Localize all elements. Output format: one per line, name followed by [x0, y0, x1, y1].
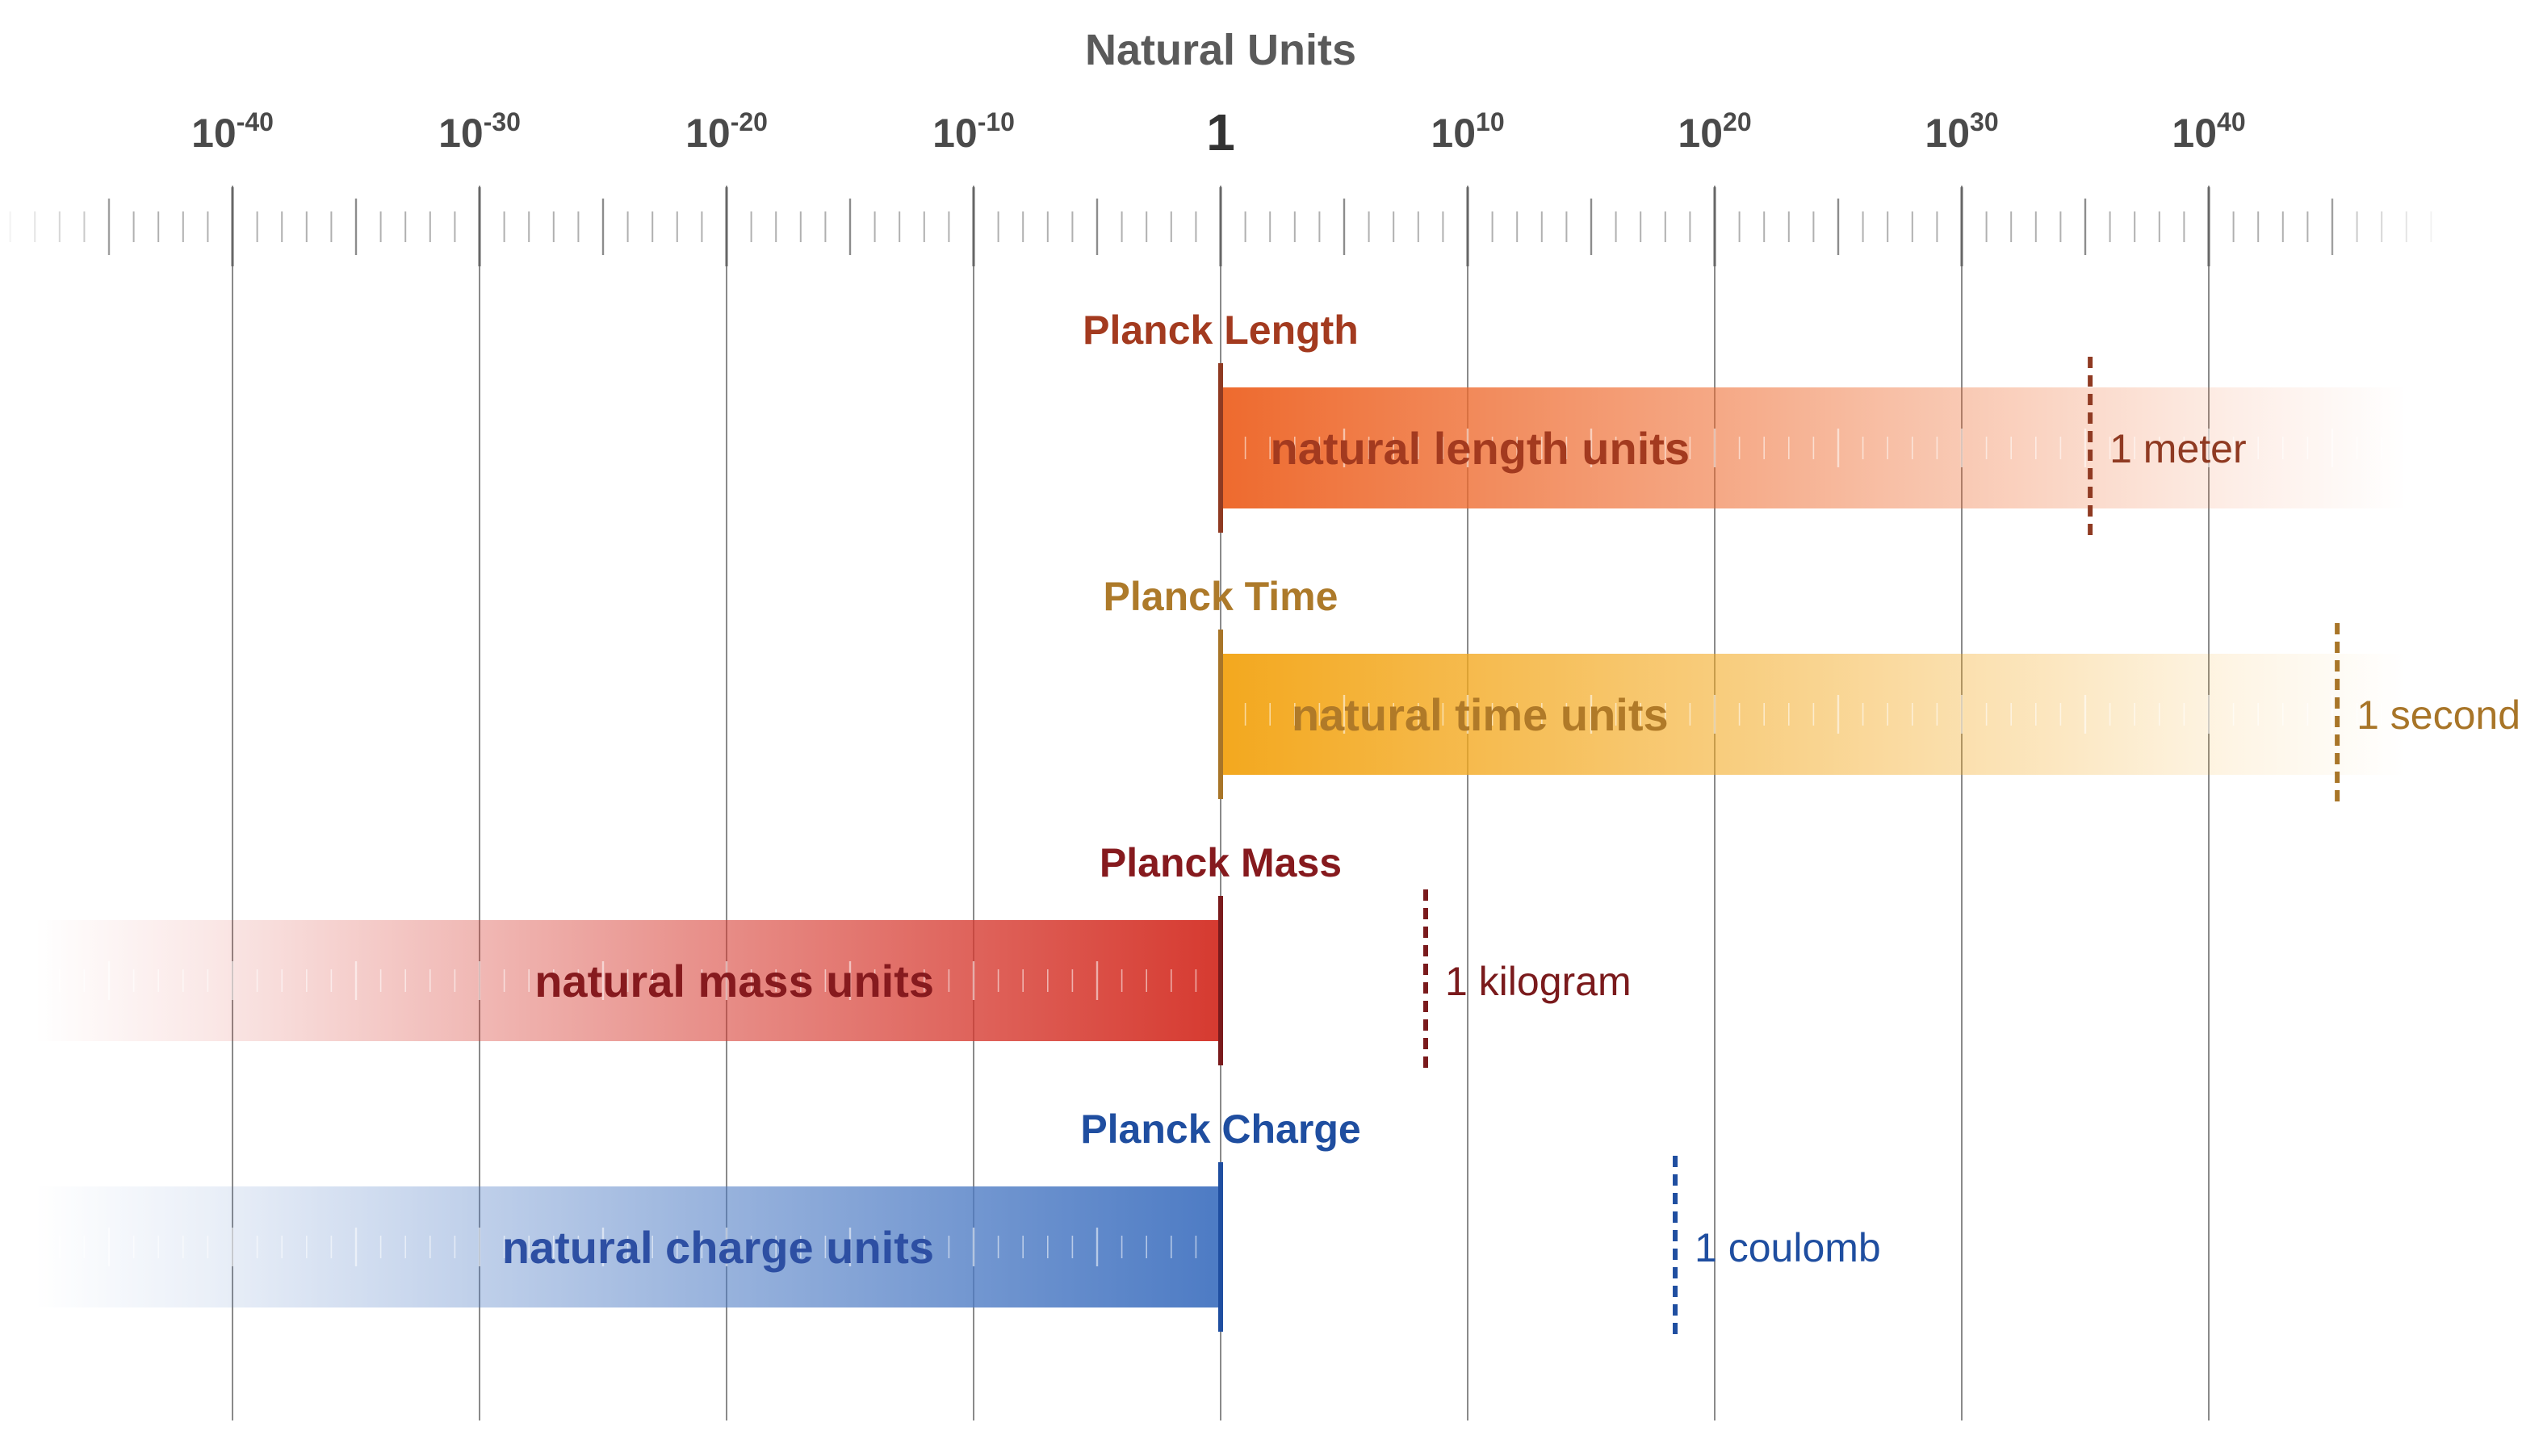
length-si-label: 1 meter — [2109, 426, 2247, 471]
mass-planck-label: Planck Mass — [1100, 840, 1342, 885]
length-planck-label: Planck Length — [1083, 308, 1359, 353]
charge-bar-label: natural charge units — [502, 1222, 934, 1273]
time-planck-label: Planck Time — [1104, 574, 1339, 619]
charge-si-label: 1 coulomb — [1695, 1225, 1881, 1270]
length-bar-label: natural length units — [1271, 423, 1690, 474]
axis-labels: 10-40 10-30 10-20 10-10 1 1010 1020 1030 1040 — [191, 103, 2246, 161]
time-bar-label: natural time units — [1292, 689, 1669, 740]
unit-rows: Planck Length natural length units 1 meter… — [35, 308, 2520, 1338]
axis-tick-label: 1020 — [1678, 107, 1751, 156]
axis-tick-label: 10-40 — [191, 107, 274, 156]
axis-tick-label: 10-10 — [932, 107, 1015, 156]
mass-bar-label: natural mass units — [534, 956, 934, 1006]
row-charge: Planck Charge natural charge units 1 coulo… — [35, 1107, 1881, 1338]
axis-tick-label: 1040 — [2172, 107, 2245, 156]
axis-tick-label: 1030 — [1925, 107, 1998, 156]
top-ruler — [9, 187, 2432, 266]
diagram-title: Natural Units — [1085, 26, 1356, 74]
row-mass: Planck Mass natural mass units 1 kilogram — [35, 840, 1632, 1072]
axis-tick-label: 1010 — [1431, 107, 1504, 156]
row-length: Planck Length natural length units 1 meter — [1083, 308, 2407, 539]
row-time: Planck Time natural time units 1 second — [1104, 574, 2520, 805]
time-si-label: 1 second — [2357, 692, 2520, 738]
axis-tick-label: 10-20 — [685, 107, 768, 156]
mass-si-label: 1 kilogram — [1445, 959, 1632, 1004]
axis-tick-label: 10-30 — [438, 107, 521, 156]
axis-tick-label: 1 — [1206, 103, 1235, 161]
charge-planck-label: Planck Charge — [1080, 1107, 1360, 1152]
